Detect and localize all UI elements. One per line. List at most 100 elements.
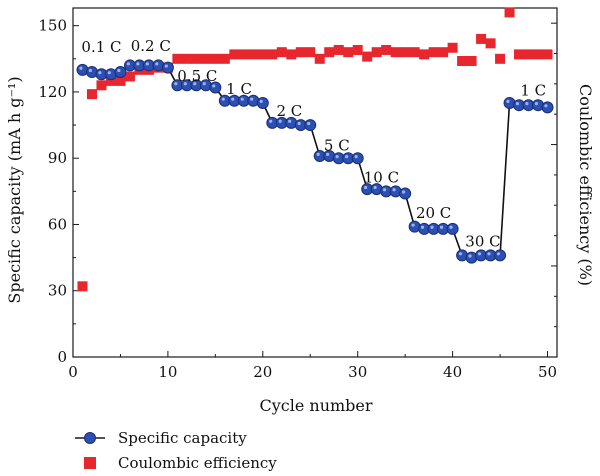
capacity-point-highlight — [439, 225, 444, 229]
capacity-point — [161, 61, 174, 74]
capacity-point-highlight — [345, 155, 349, 159]
capacity-point-highlight — [515, 101, 520, 106]
ce-point — [362, 51, 373, 62]
legend-square-marker — [84, 457, 96, 469]
x-tick-label: 20 — [253, 363, 272, 381]
ce-point — [533, 49, 544, 60]
capacity-point-highlight — [79, 66, 83, 70]
y-tick-label: 90 — [48, 149, 67, 167]
rate-label: 5 C — [324, 136, 350, 154]
y-tick-label: 30 — [48, 282, 67, 300]
capacity-point-highlight — [316, 152, 320, 156]
capacity-point-highlight — [373, 185, 377, 190]
capacity-point-highlight — [98, 71, 102, 75]
capacity-point-highlight — [136, 62, 140, 66]
legend-label-coulombic-efficiency: Coulombic efficiency — [118, 454, 277, 472]
ce-point — [476, 33, 487, 44]
ce-point — [409, 47, 420, 58]
ce-point — [96, 80, 107, 91]
y-tick-label: 0 — [57, 348, 67, 366]
ce-point — [542, 49, 553, 60]
capacity-point-highlight — [354, 155, 358, 159]
capacity-point-highlight — [259, 99, 263, 103]
ce-point — [181, 53, 192, 64]
x-tick-label: 10 — [158, 363, 177, 381]
capacity-point-highlight — [534, 101, 539, 106]
ce-point — [390, 47, 401, 58]
rate-annotations: 0.1 C 0.2 C 0.5 C 1 C 2 C 5 C 10 C 20 C 30 C 1 C — [81, 37, 546, 250]
ce-point — [333, 44, 344, 55]
plot-border — [72, 7, 558, 358]
y-tick-label: 120 — [38, 83, 67, 101]
ce-point — [419, 49, 430, 60]
capacity-point-highlight — [458, 252, 463, 256]
capacity-point-highlight — [363, 185, 368, 190]
x-tick-label: 30 — [348, 363, 367, 381]
capacity-point-highlight — [487, 252, 491, 256]
rate-label: 20 C — [416, 204, 451, 222]
ce-point — [172, 53, 183, 64]
capacity-point-highlight — [468, 254, 472, 258]
capacity-point-highlight — [477, 252, 482, 256]
capacity-point — [494, 249, 507, 262]
capacity-point-highlight — [88, 68, 92, 73]
legend-label-specific-capacity: Specific capacity — [118, 429, 247, 447]
ce-point — [248, 49, 259, 60]
ce-point — [514, 49, 525, 60]
ce-point — [466, 56, 477, 67]
ce-point — [314, 53, 325, 64]
capacity-point-highlight — [307, 121, 311, 126]
capacity-point-highlight — [212, 84, 216, 88]
capacity-point-highlight — [335, 155, 339, 159]
rate-label: 0.1 C — [81, 38, 121, 56]
capacity-point-highlight — [269, 119, 273, 123]
capacity-point-highlight — [506, 99, 510, 103]
capacity-point — [399, 187, 412, 200]
legend-circle-marker — [84, 432, 96, 444]
capacity-point-highlight — [401, 190, 406, 194]
capacity-point-highlight — [202, 82, 206, 86]
rate-label: 1 C — [520, 81, 546, 99]
capacity-point-highlight — [164, 64, 168, 68]
capacity-point-highlight — [544, 104, 548, 108]
rate-label: 0.2 C — [131, 37, 171, 55]
rate-label: 2 C — [276, 102, 302, 120]
ce-point — [371, 47, 382, 58]
rate-label: 0.5 C — [177, 67, 217, 85]
ce-point — [495, 53, 506, 64]
capacity-point-highlight — [297, 121, 301, 126]
capacity-point-highlight — [430, 225, 434, 229]
x-axis-title: Cycle number — [259, 396, 372, 415]
capacity-point-highlight — [183, 82, 187, 86]
ce-point — [305, 47, 316, 58]
ce-point — [86, 89, 97, 100]
capacity-point-highlight — [174, 82, 178, 86]
capacity-point-highlight — [117, 68, 121, 73]
ce-point — [438, 47, 449, 58]
capacity-point-highlight — [145, 62, 149, 66]
ce-point — [485, 38, 496, 49]
capacity-point-highlight — [221, 97, 225, 101]
capacity-point-highlight — [231, 97, 235, 101]
rate-label: 1 C — [226, 80, 252, 98]
capacity-point-highlight — [496, 252, 501, 256]
capacity-point — [114, 66, 127, 79]
capacity-point-highlight — [193, 82, 197, 86]
capacity-point-highlight — [250, 97, 254, 101]
capacity-point — [541, 101, 554, 114]
ce-point — [295, 47, 306, 58]
ce-point — [219, 53, 230, 64]
ce-point — [457, 56, 468, 67]
y-tick-label: 150 — [38, 17, 67, 35]
capacity-point-highlight — [240, 97, 244, 101]
ce-point — [343, 47, 354, 58]
capacity-point-highlight — [326, 152, 330, 156]
rate-label: 30 C — [465, 233, 500, 251]
capacity-point-highlight — [382, 188, 387, 192]
rate-label: 10 C — [364, 169, 399, 187]
capacity-point — [351, 152, 364, 165]
ce-point — [77, 281, 88, 292]
ce-point — [115, 75, 126, 86]
capacity-point-highlight — [278, 119, 282, 123]
ce-point — [286, 49, 297, 60]
